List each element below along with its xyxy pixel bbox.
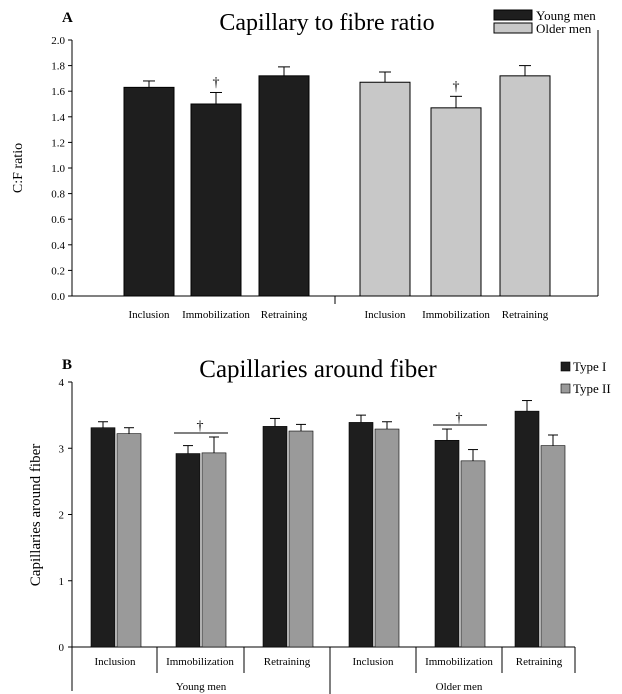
panel-b-bars: Inclusion † Immobilization Retraining Young … (90, 400, 566, 693)
panel-a-legend-swatch (493, 22, 533, 34)
panel-b: B Capillaries around fiber Capillaries a… (28, 356, 611, 694)
panel-a-letter: A (62, 10, 73, 26)
panel-a-bar (430, 107, 482, 297)
panel-b-category-label: Retraining (516, 656, 563, 668)
panel-b-legend-label: Type II (573, 381, 611, 396)
panel-b-category-label: Inclusion (95, 656, 136, 668)
panel-b-bar (262, 426, 288, 648)
panel-b-bar (175, 453, 201, 648)
panel-b-legend-label: Type I (573, 359, 606, 374)
panel-b-bar (514, 410, 540, 648)
panel-a-bar (190, 103, 242, 297)
panel-b-bar (460, 460, 486, 648)
panel-a-y-tick-label: 0.6 (51, 214, 65, 226)
panel-a-y-tick-label: 1.2 (51, 137, 65, 149)
panel-b-bar (201, 452, 227, 648)
panel-a-y-tick-label: 0.0 (51, 291, 65, 303)
panel-b-legend-swatch (560, 383, 571, 394)
panel-b-axes: 0 1 2 3 4 (59, 377, 576, 694)
panel-a-y-tick-label: 1.6 (51, 86, 65, 98)
panel-b-dagger: † (456, 411, 463, 426)
panel-b-y-tick-label: 3 (59, 443, 65, 455)
panel-b-legend-swatch (560, 361, 571, 372)
panel-b-y-tick-label: 0 (59, 642, 65, 654)
panel-a-category-label: Immobilization (422, 309, 490, 321)
panel-b-bar (374, 428, 400, 648)
panel-b-y-tick-label: 1 (59, 576, 65, 588)
panel-b-category-label: Immobilization (166, 656, 234, 668)
panel-a-bar (359, 81, 411, 297)
panel-b-bar (288, 430, 314, 648)
panel-b-letter: B (62, 357, 72, 373)
panel-a-legend-swatch (493, 9, 533, 21)
panel-a-category-label: Immobilization (182, 309, 250, 321)
panel-a-y-tick-label: 2.0 (51, 35, 65, 47)
panel-b-category-label: Immobilization (425, 656, 493, 668)
panel-a-bars: Inclusion † Immobilization Retraining Inclus… (123, 65, 551, 321)
panel-b-bar (540, 445, 566, 648)
panel-b-bar (116, 433, 142, 648)
panel-a-legend-label: Young men (536, 8, 596, 23)
panel-a-y-tick-label: 0.4 (51, 240, 65, 252)
panel-a-category-label: Inclusion (129, 309, 170, 321)
panel-b-y-tick-label: 4 (59, 377, 65, 389)
panel-a-y-tick-label: 1.4 (51, 112, 65, 124)
panel-a-bar (123, 86, 175, 297)
panel-b-category-label: Retraining (264, 656, 311, 668)
panel-a-y-tick-label: 1.0 (51, 163, 65, 175)
panel-a-y-tick-label: 0.8 (51, 189, 65, 201)
panel-a-y-axis-label: C:F ratio (11, 143, 26, 193)
panel-a-dagger: † (213, 75, 220, 90)
panel-b-y-tick-label: 2 (59, 510, 65, 522)
panel-a-bar (258, 75, 310, 297)
panel-a-category-label: Retraining (261, 309, 308, 321)
panel-b-legend: Type I Type II (560, 359, 611, 396)
panel-b-bar (90, 427, 116, 648)
panel-b-category-label: Inclusion (353, 656, 394, 668)
panel-a: A Capillary to fibre ratio C:F ratio 0.0… (11, 8, 599, 321)
panel-b-group-label: Young men (176, 681, 227, 693)
panel-b-dagger: † (197, 419, 204, 434)
panel-a-category-label: Inclusion (365, 309, 406, 321)
panel-b-title: Capillaries around fiber (199, 356, 437, 383)
panel-a-legend-label: Older men (536, 21, 592, 36)
panel-b-group-label: Older men (436, 681, 483, 693)
panel-a-bar (499, 75, 551, 297)
panel-b-bar (434, 439, 460, 648)
panel-a-dagger: † (453, 79, 460, 94)
panel-a-title: Capillary to fibre ratio (219, 10, 434, 36)
panel-a-y-tick-label: 0.2 (51, 265, 65, 277)
panel-a-category-label: Retraining (502, 309, 549, 321)
panel-b-y-axis-label: Capillaries around fiber (28, 444, 44, 586)
panel-b-bar (348, 422, 374, 648)
panel-a-y-tick-label: 1.8 (51, 61, 65, 73)
